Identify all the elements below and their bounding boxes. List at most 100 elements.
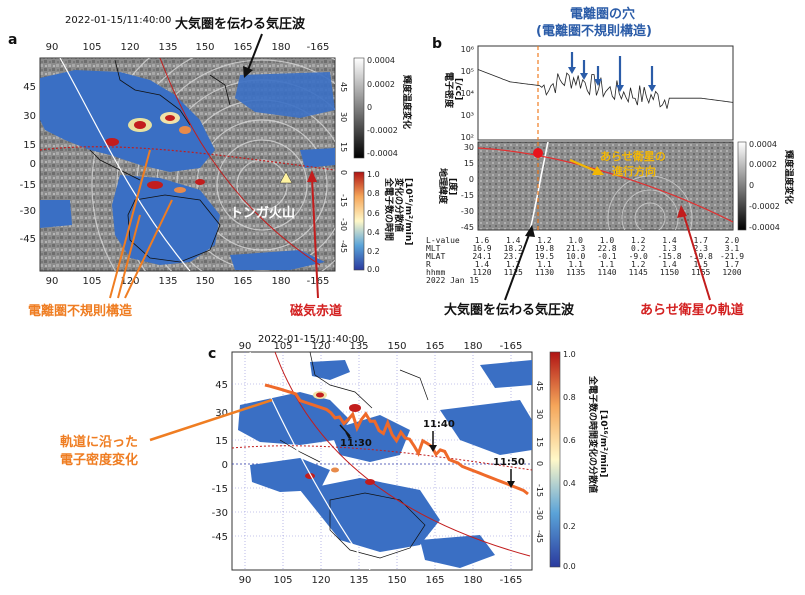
panel-b-title-1: 電離圏の穴 (570, 6, 635, 22)
ann-irregular-arrows (109, 149, 173, 299)
b-table-cell: 1.1 (537, 260, 552, 269)
b-density-line (477, 69, 734, 109)
panel-a-gray-colorbar: 0.0004 0.0002 0 -0.0002 -0.0004 輝度温度変化 (353, 56, 413, 159)
c-magnetic-equator (232, 445, 532, 471)
b-satellite-position (533, 148, 543, 158)
c-cb-4: 0.2 (563, 522, 576, 531)
tick-a-bot-0: 90 (46, 276, 59, 287)
a-jet-cb-label-2: 変化の分散値 (393, 178, 405, 232)
b-table-cell: 1.1 (600, 260, 615, 269)
tick-c-rlat-6: -45 (535, 530, 544, 543)
tick-a-lat-0: 45 (23, 82, 36, 93)
c-time-arrowhead-2 (507, 481, 515, 488)
tick-c-top-5: 165 (425, 341, 444, 352)
b-table-cell: 2.0 (725, 236, 740, 245)
tick-a-lat-1: 30 (23, 111, 36, 122)
b-table-cell: 1.1 (569, 260, 584, 269)
b-hole-arrowhead (648, 85, 656, 92)
panel-a-label: a (8, 32, 17, 48)
panel-a-arase-orbit (159, 58, 321, 266)
b-top-ylabel-1: 電子密度 (443, 72, 455, 109)
panel-a-top-lon-ticks: 90 105 120 135 150 165 180 -165 (46, 42, 330, 53)
a-gray-cb-label: 輝度温度変化 (401, 75, 413, 129)
b-ytick-3: 10³ (461, 111, 474, 120)
tick-c-bot-2: 120 (311, 575, 330, 586)
b-table-cell: 2.3 (694, 244, 709, 253)
b-table-cell: 23.7 (504, 252, 523, 261)
b-bytick-0: 30 (464, 143, 474, 152)
tick-c-bot-0: 90 (239, 575, 252, 586)
b-direction-label-2: 進行方向 (612, 164, 656, 178)
b-bot-ylabel-2: [度] (447, 178, 459, 195)
c-cb-0: 1.0 (563, 350, 576, 359)
b-bytick-3: -15 (461, 191, 474, 200)
b-table-cell: 1125 (504, 268, 523, 277)
tick-c-lat-6: -45 (212, 532, 228, 543)
b-table-cell: -0.1 (597, 252, 616, 261)
b-table-cell: 3.1 (725, 244, 740, 253)
b-cb-2: 0 (749, 181, 754, 190)
tick-a-rlat-6: -45 (339, 240, 348, 253)
ann-pressure-wave-b-arrowhead (525, 225, 535, 237)
ann-pressure-wave-b-arrow (504, 231, 531, 301)
tick-a-top-4: 150 (195, 42, 214, 53)
tick-c-rlat-4: -15 (535, 484, 544, 497)
tick-c-top-7: -165 (500, 341, 523, 352)
tick-c-rlat-3: 0 (535, 461, 544, 466)
b-ytick-0: 10⁶ (461, 45, 474, 54)
panel-a-map (39, 57, 336, 272)
b-row-hdr-2: MLAT (426, 252, 445, 261)
panel-b-bottom-plot (477, 141, 734, 231)
tick-c-top-3: 135 (349, 341, 368, 352)
b-bot-ylabel-1: 地理緯度 (437, 168, 449, 205)
b-bytick-5: -45 (461, 223, 474, 232)
b-top-ylabel-2: [/cc] (453, 78, 463, 100)
ann-density-along-orbit-1: 軌道に沿った (60, 434, 138, 450)
panel-c-map (231, 351, 533, 571)
panel-b-label: b (432, 36, 442, 52)
ann-arase-orbit-arrowhead (677, 205, 687, 218)
b-date: 2022 Jan 15 (426, 276, 479, 285)
b-table-cell: 0.2 (631, 244, 646, 253)
b-table-cell: 1150 (660, 268, 679, 277)
b-table-cell: 18.2 (504, 244, 523, 253)
ann-mag-equator: 磁気赤道 (290, 303, 342, 319)
b-table-cell: 1.0 (600, 236, 615, 245)
tick-a-top-3: 135 (158, 42, 177, 53)
ann-density-along-orbit-2: 電子密度変化 (60, 452, 138, 468)
a-gray-cb-4: -0.0004 (367, 149, 398, 158)
a-jet-cb-1: 0.8 (367, 189, 380, 198)
c-cb-unit: [10¹⁶/m²/min] (598, 410, 608, 477)
b-table-cell: 19.5 (535, 252, 554, 261)
panel-a-timestamp: 2022-01-15/11:40:00 (65, 15, 171, 26)
panel-c-top-lon-ticks: 90 105 120 135 150 165 180 -165 (239, 341, 523, 352)
tick-a-rlat-5: -30 (339, 218, 348, 231)
b-bytick-2: 0 (469, 175, 474, 184)
b-hole-arrowhead (594, 79, 602, 86)
a-jet-cb-4: 0.2 (367, 247, 380, 256)
c-cb-5: 0.0 (563, 562, 576, 571)
tick-c-bot-7: -165 (500, 575, 523, 586)
panel-a-volcano-marker (279, 171, 293, 184)
b-row-hdr-4: hhmm (426, 268, 445, 277)
b-bytick-4: -30 (461, 207, 474, 216)
tick-c-bot-1: 105 (273, 575, 292, 586)
panel-b-bottom-yticks: 30 15 0 -15 -30 -45 (461, 143, 474, 232)
panel-b-title-2: (電離圏不規則構造) (536, 23, 652, 39)
tick-a-rlat-1: 30 (339, 112, 348, 122)
tick-a-rlat-3: 0 (339, 170, 348, 175)
b-cb-4: -0.0004 (749, 223, 780, 232)
tick-a-top-6: 180 (271, 42, 290, 53)
c-time-label-0: 11:30 (340, 438, 372, 449)
b-table-cell: 1.2 (631, 236, 646, 245)
ann-arase-orbit: あらせ衛星の軌道 (640, 302, 744, 318)
b-hole-arrows (568, 52, 656, 92)
tick-c-lat-0: 45 (215, 380, 228, 391)
panel-b-colorbar: 0.0004 0.0002 0 -0.0002 -0.0004 輝度温度変化 (737, 140, 795, 232)
panel-c-colorbar: 1.0 0.8 0.6 0.4 0.2 0.0 全電子数の時間変化の分散値 [1… (549, 350, 608, 571)
ann-pressure-wave-a-arrowhead (243, 66, 253, 78)
a-jet-cb-label-3: [10¹⁶/m²/min] (403, 178, 413, 245)
b-table-cell: 21.3 (566, 244, 585, 253)
tick-c-top-4: 150 (387, 341, 406, 352)
